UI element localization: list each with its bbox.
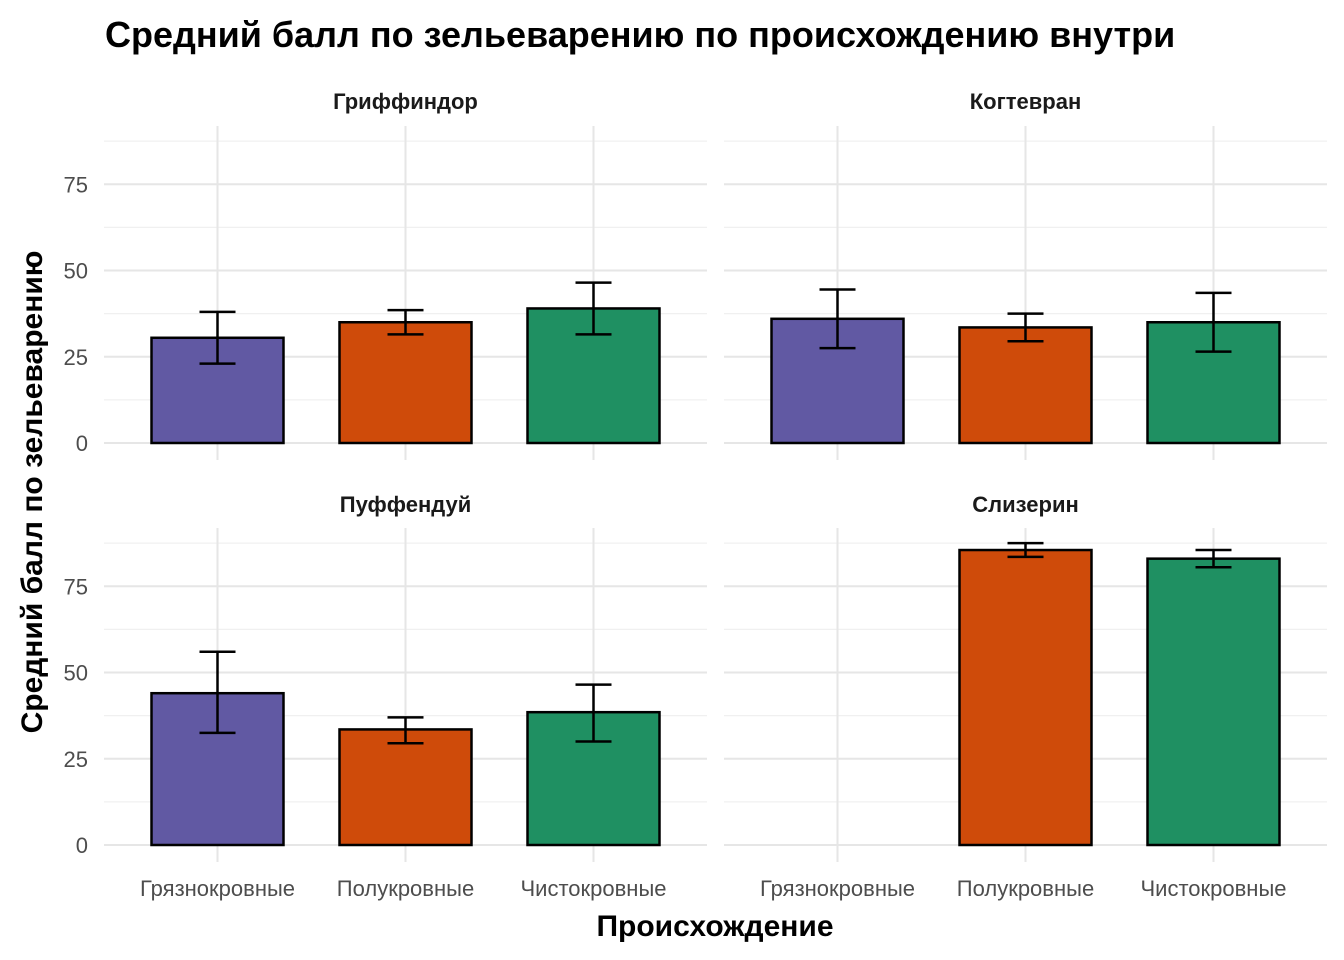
panel-3: Пуффендуй 0 25 50 75 Грязнокровные Полукровные… <box>64 492 707 901</box>
facet-label-1: Гриффиндор <box>333 89 478 114</box>
x-tick-label: Полукровные <box>337 876 474 901</box>
panel-1: Гриффиндор 0 25 50 75 <box>64 89 707 460</box>
y-tick-label: 50 <box>64 259 88 284</box>
panel-2: Когтевран <box>724 89 1327 460</box>
y-tick-label: 25 <box>64 345 88 370</box>
y-tick-label: 75 <box>64 574 88 599</box>
panels-layer: Гриффиндор 0 25 50 75 Когтевран Пуффендуй 0 25 50… <box>64 89 1327 901</box>
x-axis-title: Происхождение <box>596 910 833 943</box>
y-tick-label: 75 <box>64 172 88 197</box>
facet-label-3: Пуффендуй <box>340 492 471 517</box>
chart-title: Средний балл по зельеварению по происхож… <box>105 14 1176 55</box>
bar <box>338 728 473 847</box>
y-tick-label: 0 <box>76 431 88 456</box>
panel-4: Слизерин Грязнокровные Полукровные Чистокро… <box>724 492 1327 901</box>
facet-label-4: Слизерин <box>972 492 1079 517</box>
y-tick-label: 25 <box>64 747 88 772</box>
bar <box>958 326 1093 445</box>
x-tick-label: Грязнокровные <box>760 876 915 901</box>
y-tick-label: 0 <box>76 833 88 858</box>
x-tick-label: Грязнокровные <box>140 876 295 901</box>
x-tick-label: Чистокровные <box>521 876 667 901</box>
x-tick-label: Полукровные <box>957 876 1094 901</box>
y-axis-title: Средний балл по зельеварению <box>16 251 49 734</box>
y-tick-label: 50 <box>64 661 88 686</box>
bar <box>338 321 473 445</box>
bar <box>958 548 1093 847</box>
x-tick-label: Чистокровные <box>1141 876 1287 901</box>
facet-label-2: Когтевран <box>970 89 1082 114</box>
bar <box>1146 557 1281 847</box>
